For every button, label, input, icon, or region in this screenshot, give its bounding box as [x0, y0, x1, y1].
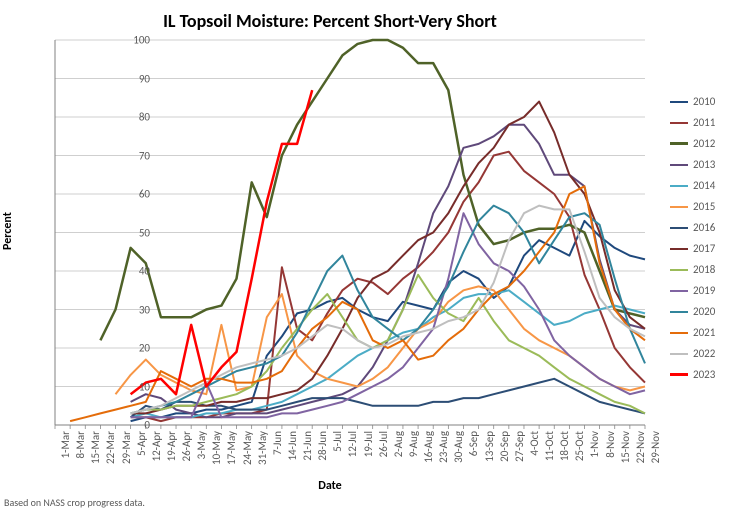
x-tick-label: 19-Jul	[362, 431, 375, 457]
x-tick-label: 5-Apr	[135, 431, 148, 456]
x-tick-label: 29-Nov	[649, 431, 662, 463]
legend-swatch	[670, 122, 688, 124]
legend-swatch	[670, 269, 688, 271]
legend-swatch	[670, 101, 688, 103]
x-tick-label: 26-Apr	[180, 431, 193, 462]
legend-label: 2015	[693, 200, 715, 213]
x-tick-label: 5-Jul	[331, 431, 344, 452]
legend-label: 2018	[693, 263, 715, 276]
x-tick-label: 31-May	[256, 431, 269, 465]
legend-label: 2011	[693, 116, 715, 129]
x-tick-label: 13-Sep	[483, 431, 496, 462]
legend-label: 2012	[693, 137, 715, 150]
legend-label: 2010	[693, 95, 715, 108]
y-tick-label: 80	[120, 111, 150, 124]
x-tick-label: 1-Mar	[59, 431, 72, 458]
legend-item: 2010	[670, 95, 740, 108]
x-tick-label: 10-May	[210, 431, 223, 465]
x-tick-label: 27-Sep	[513, 431, 526, 462]
chart-container: IL Topsoil Moisture: Percent Short-Very …	[0, 0, 750, 511]
x-tick-label: 19-Apr	[165, 431, 178, 462]
x-tick-label: 9-Aug	[407, 431, 420, 457]
y-tick-label: 90	[120, 72, 150, 85]
legend-item: 2011	[670, 116, 740, 129]
legend-item: 2013	[670, 158, 740, 171]
y-tick-label: 70	[120, 149, 150, 162]
x-tick-label: 11-Oct	[543, 431, 556, 461]
legend: 2010 2011 2012 2013 2014 2015 2016 2017 2018 2019…	[670, 95, 740, 389]
legend-label: 2017	[693, 242, 715, 255]
legend-swatch	[670, 353, 688, 355]
legend-label: 2023	[693, 368, 715, 381]
x-tick-label: 6-Sep	[467, 431, 480, 456]
x-tick-label: 14-Jun	[286, 431, 299, 461]
x-tick-label: 15-Mar	[89, 431, 102, 464]
legend-swatch	[670, 227, 688, 229]
legend-item: 2019	[670, 284, 740, 297]
legend-item: 2014	[670, 179, 740, 192]
x-tick-label: 18-Oct	[558, 431, 571, 461]
x-tick-label: 21-Jun	[301, 431, 314, 461]
legend-item: 2018	[670, 263, 740, 276]
legend-swatch	[670, 373, 688, 376]
y-tick-label: 40	[120, 265, 150, 278]
x-tick-label: 15-Nov	[619, 431, 632, 463]
legend-swatch	[670, 142, 688, 145]
x-tick-label: 28-Jun	[316, 431, 329, 461]
x-tick-label: 1-Nov	[588, 431, 601, 458]
y-tick-label: 0	[120, 419, 150, 432]
y-tick-label: 60	[120, 188, 150, 201]
x-tick-label: 12-Jul	[346, 431, 359, 457]
x-tick-label: 20-Sep	[498, 431, 511, 462]
x-tick-label: 3-May	[195, 431, 208, 459]
legend-swatch	[670, 332, 688, 334]
legend-label: 2013	[693, 158, 715, 171]
legend-swatch	[670, 164, 688, 166]
legend-item: 2022	[670, 347, 740, 360]
y-axis-label: Percent	[1, 212, 15, 250]
x-tick-label: 25-Oct	[573, 431, 586, 461]
legend-swatch	[670, 206, 688, 208]
x-tick-label: 30-Aug	[452, 431, 465, 463]
y-tick-label: 50	[120, 226, 150, 239]
x-tick-label: 17-May	[225, 431, 238, 465]
chart-title: IL Topsoil Moisture: Percent Short-Very …	[0, 10, 660, 32]
legend-label: 2020	[693, 305, 715, 318]
x-tick-label: 4-Oct	[528, 431, 541, 456]
x-tick-label: 26-Jul	[377, 431, 390, 457]
legend-item: 2015	[670, 200, 740, 213]
x-tick-label: 12-Apr	[150, 431, 163, 462]
x-tick-label: 7-Jun	[271, 431, 284, 455]
legend-label: 2022	[693, 347, 715, 360]
x-tick-label: 22-Mar	[104, 431, 117, 464]
x-tick-label: 8-Mar	[74, 431, 87, 458]
x-axis-label: Date	[0, 479, 660, 493]
x-tick-label: 24-May	[241, 431, 254, 465]
y-tick-label: 10	[120, 380, 150, 393]
y-tick-label: 20	[120, 342, 150, 355]
y-tick-label: 100	[120, 34, 150, 47]
legend-swatch	[670, 290, 688, 292]
legend-swatch	[670, 185, 688, 187]
legend-label: 2016	[693, 221, 715, 234]
legend-label: 2014	[693, 179, 715, 192]
legend-item: 2023	[670, 368, 740, 381]
footnote: Based on NASS crop progress data.	[4, 496, 145, 509]
legend-item: 2016	[670, 221, 740, 234]
x-tick-label: 8-Nov	[604, 431, 617, 458]
x-tick-label: 22-Nov	[634, 431, 647, 463]
x-tick-label: 16-Aug	[422, 431, 435, 463]
x-tick-label: 2-Aug	[392, 431, 405, 457]
legend-label: 2019	[693, 284, 715, 297]
legend-item: 2017	[670, 242, 740, 255]
legend-item: 2012	[670, 137, 740, 150]
legend-swatch	[670, 248, 688, 250]
x-tick-label: 23-Aug	[437, 431, 450, 463]
legend-label: 2021	[693, 326, 715, 339]
legend-item: 2020	[670, 305, 740, 318]
y-tick-label: 30	[120, 303, 150, 316]
x-tick-label: 29-Mar	[120, 431, 133, 464]
legend-item: 2021	[670, 326, 740, 339]
legend-swatch	[670, 311, 688, 313]
